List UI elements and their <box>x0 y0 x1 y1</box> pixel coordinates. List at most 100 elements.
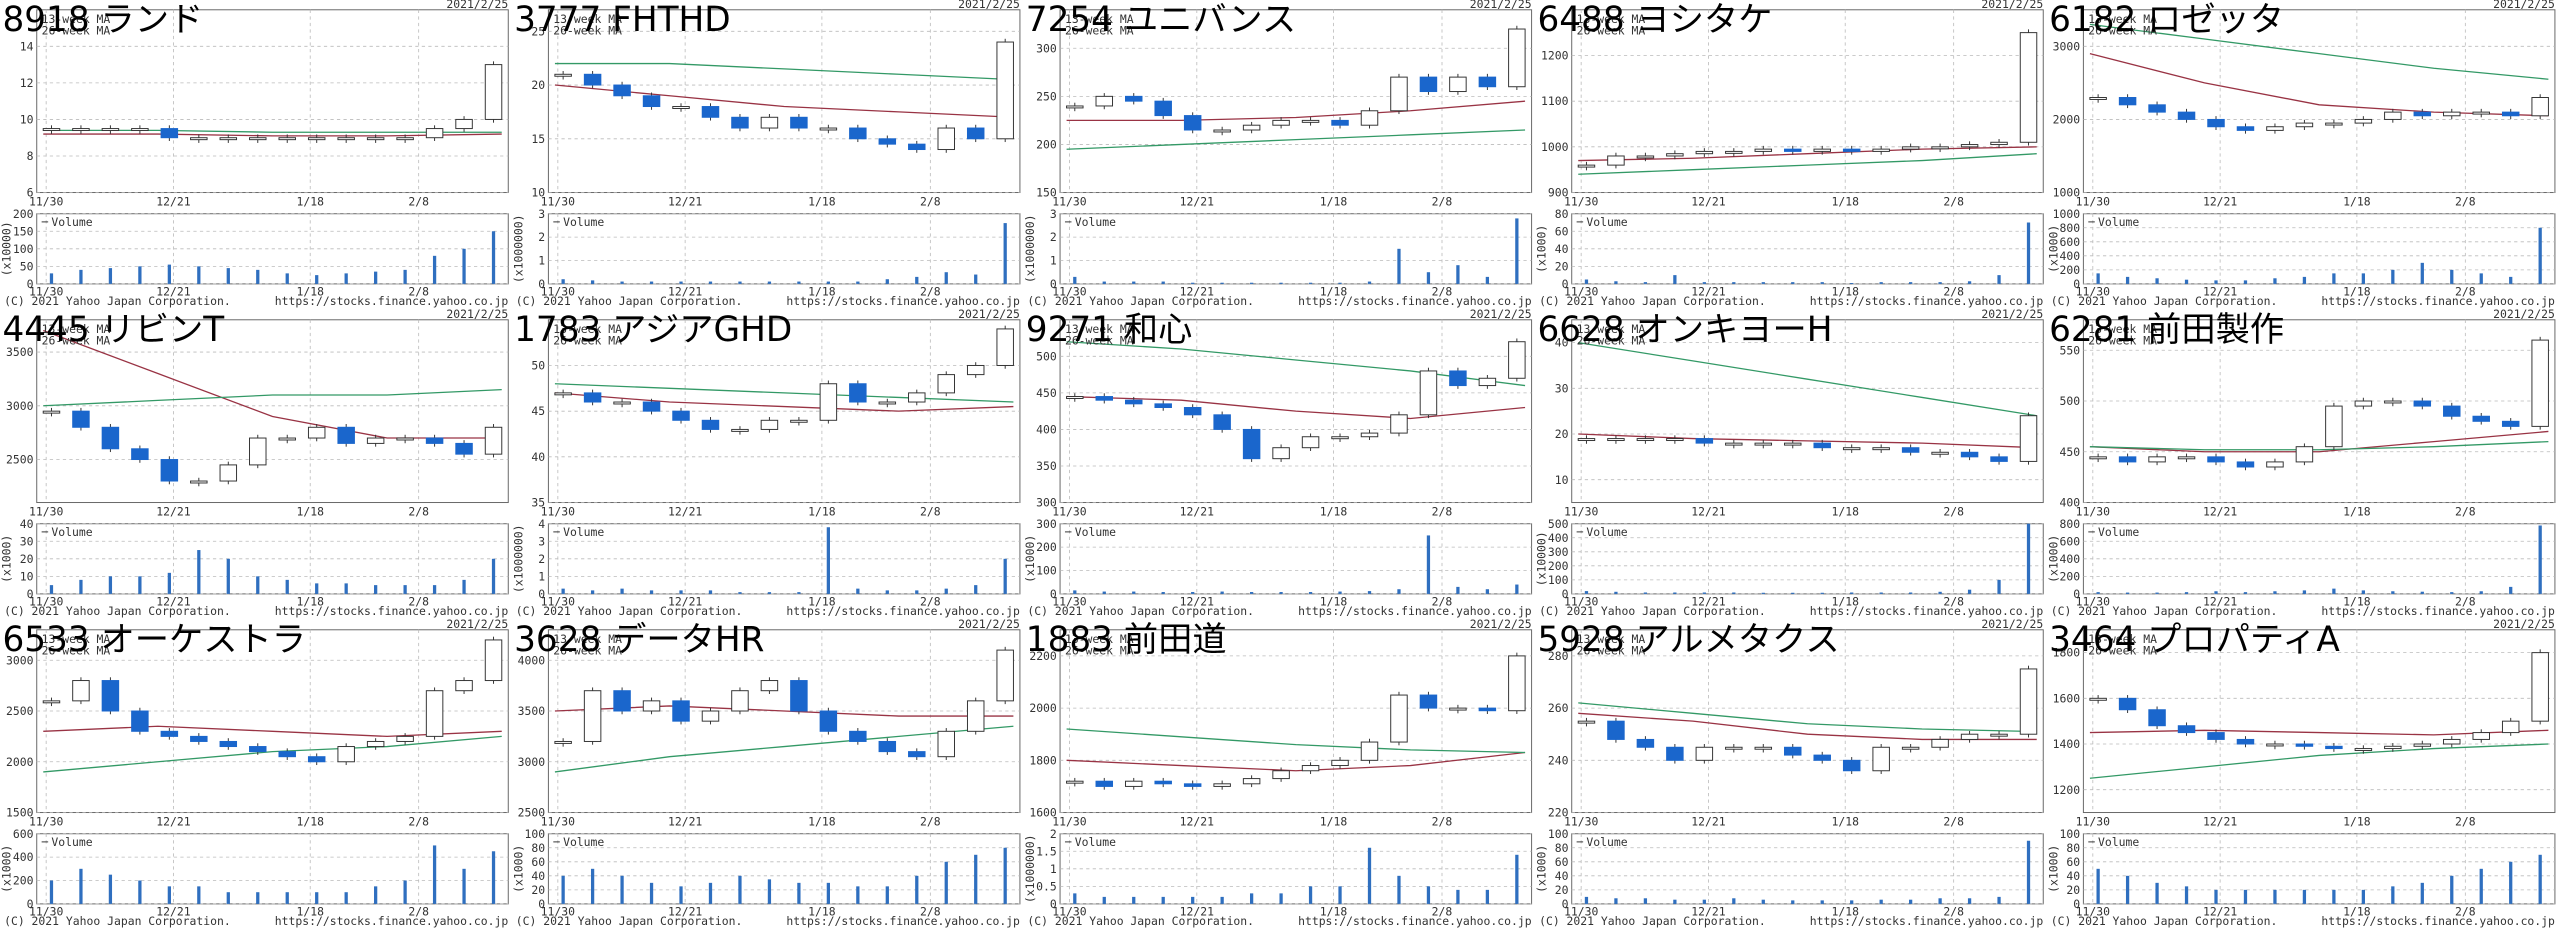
candle <box>72 128 90 132</box>
x-tick-label: 2/8 <box>1432 815 1453 829</box>
candle <box>2177 456 2196 460</box>
volume-bar <box>738 875 742 904</box>
volume-bar <box>1003 223 1007 284</box>
volume-bar <box>1515 854 1519 904</box>
volume-bar <box>462 248 466 284</box>
stock-panel: 354045500123411/3011/3012/2112/211/181/1… <box>511 307 1021 618</box>
candle <box>1901 146 1920 150</box>
volume-bar <box>2184 886 2189 904</box>
candle <box>160 128 179 139</box>
candle <box>1872 746 1890 772</box>
volume-bar <box>403 585 407 594</box>
volume-bar <box>1426 886 1431 904</box>
volume-bar <box>374 886 378 904</box>
volume-tick-label: 100 <box>1548 827 1569 841</box>
legend-item: 26-week MA <box>2088 643 2157 657</box>
volume-tick-label: 100 <box>13 242 34 256</box>
volume-bar <box>708 281 713 284</box>
y-tick-label: 10 <box>531 186 545 200</box>
volume-unit: (x1000) <box>2046 535 2060 583</box>
y-tick-label: 350 <box>1036 459 1057 473</box>
candle <box>1331 759 1349 767</box>
volume-tick-label: 0.5 <box>1036 879 1057 893</box>
chart-title: 4445 リビンT <box>2 310 225 350</box>
volume-tick-label: 40 <box>531 869 545 883</box>
y-tick-label: 6 <box>27 186 34 200</box>
volume-legend: Volume <box>2098 525 2139 539</box>
volume-bar <box>1003 847 1007 904</box>
volume-bar <box>374 271 378 284</box>
candle <box>1813 148 1831 152</box>
y-tick-label: 1400 <box>2053 737 2081 751</box>
candle <box>1095 95 1114 107</box>
candle <box>672 700 690 722</box>
stock-panel: 90010001100120002040608011/3011/3012/211… <box>1535 0 2044 308</box>
volume-plot <box>1571 833 2044 905</box>
x-tick-label: 11/30 <box>2076 904 2110 918</box>
x-tick-label: 12/21 <box>156 195 190 209</box>
volume-bar <box>1426 272 1431 284</box>
x-tick-label: 2/8 <box>1432 904 1453 918</box>
volume-bar <box>285 892 289 904</box>
volume-bar <box>1220 591 1224 594</box>
y-tick-label: 1800 <box>2053 646 2081 660</box>
y-tick-label: 3000 <box>6 399 34 413</box>
candle <box>790 419 808 423</box>
candle <box>1449 76 1467 93</box>
volume-bar <box>1220 896 1224 904</box>
volume-bar <box>2391 886 2395 904</box>
stock-panel: 120014001600180002040608010011/3011/3012… <box>2046 617 2556 928</box>
candle <box>307 756 326 763</box>
volume-bar <box>491 231 496 284</box>
y-tick-label: 1600 <box>2053 691 2081 705</box>
volume-bar <box>2420 262 2424 284</box>
x-tick-label: 2/8 <box>1432 284 1453 298</box>
volume-bar <box>767 281 772 284</box>
candle <box>819 127 838 131</box>
candle <box>1183 115 1202 131</box>
volume-tick-label: 80 <box>1555 841 1569 855</box>
volume-tick-label: 200 <box>13 874 34 888</box>
stock-panel: 400450500550020040060080011/3011/3012/21… <box>2046 307 2556 618</box>
candle <box>1154 403 1172 408</box>
x-tick-label: 1/18 <box>1831 904 1859 918</box>
candle <box>790 116 808 129</box>
volume-tick-label: 200 <box>2060 263 2081 277</box>
volume-bar <box>344 273 348 284</box>
volume-bar <box>1485 589 1490 594</box>
x-tick-label: 2/8 <box>1432 594 1453 608</box>
x-tick-label: 11/30 <box>1564 284 1598 298</box>
volume-tick-label: 2 <box>538 552 545 566</box>
y-tick-label: 3000 <box>518 755 546 769</box>
candle <box>819 383 838 421</box>
volume-bar <box>79 579 83 594</box>
volume-bar <box>944 861 948 904</box>
stock-panel: 150200250300012311/3011/3012/2112/211/18… <box>1023 0 1533 308</box>
volume-tick-label: 100 <box>2060 827 2081 841</box>
candle <box>2384 745 2402 750</box>
volume-bar <box>167 572 171 594</box>
y-tick-label: 25 <box>531 24 545 38</box>
volume-bar <box>49 880 54 904</box>
volume-bar <box>285 579 289 594</box>
volume-bar <box>462 868 466 904</box>
copyright: (C) 2021 Yahoo Japan Corporation. <box>516 914 743 928</box>
candle <box>425 437 444 444</box>
volume-bar <box>1732 898 1736 904</box>
volume-legend: Volume <box>563 525 604 539</box>
candle <box>1813 754 1831 761</box>
x-tick-label: 12/21 <box>668 284 702 298</box>
price-plot <box>1571 319 2044 504</box>
legend-item: 13-week MA <box>2088 12 2157 26</box>
candle <box>455 680 473 692</box>
chart-title: 6628 オンキヨーH <box>1537 310 1832 350</box>
candle <box>1419 694 1438 709</box>
candle <box>1842 148 1861 152</box>
candle <box>1842 447 1861 451</box>
volume-bar <box>1132 281 1136 284</box>
source-url: https://stocks.finance.yahoo.co.jp <box>1810 294 2044 308</box>
volume-unit: (x10000) <box>0 221 14 276</box>
x-tick-label: 2/8 <box>408 594 429 608</box>
candle <box>1754 442 1773 446</box>
volume-bar <box>1249 893 1254 904</box>
